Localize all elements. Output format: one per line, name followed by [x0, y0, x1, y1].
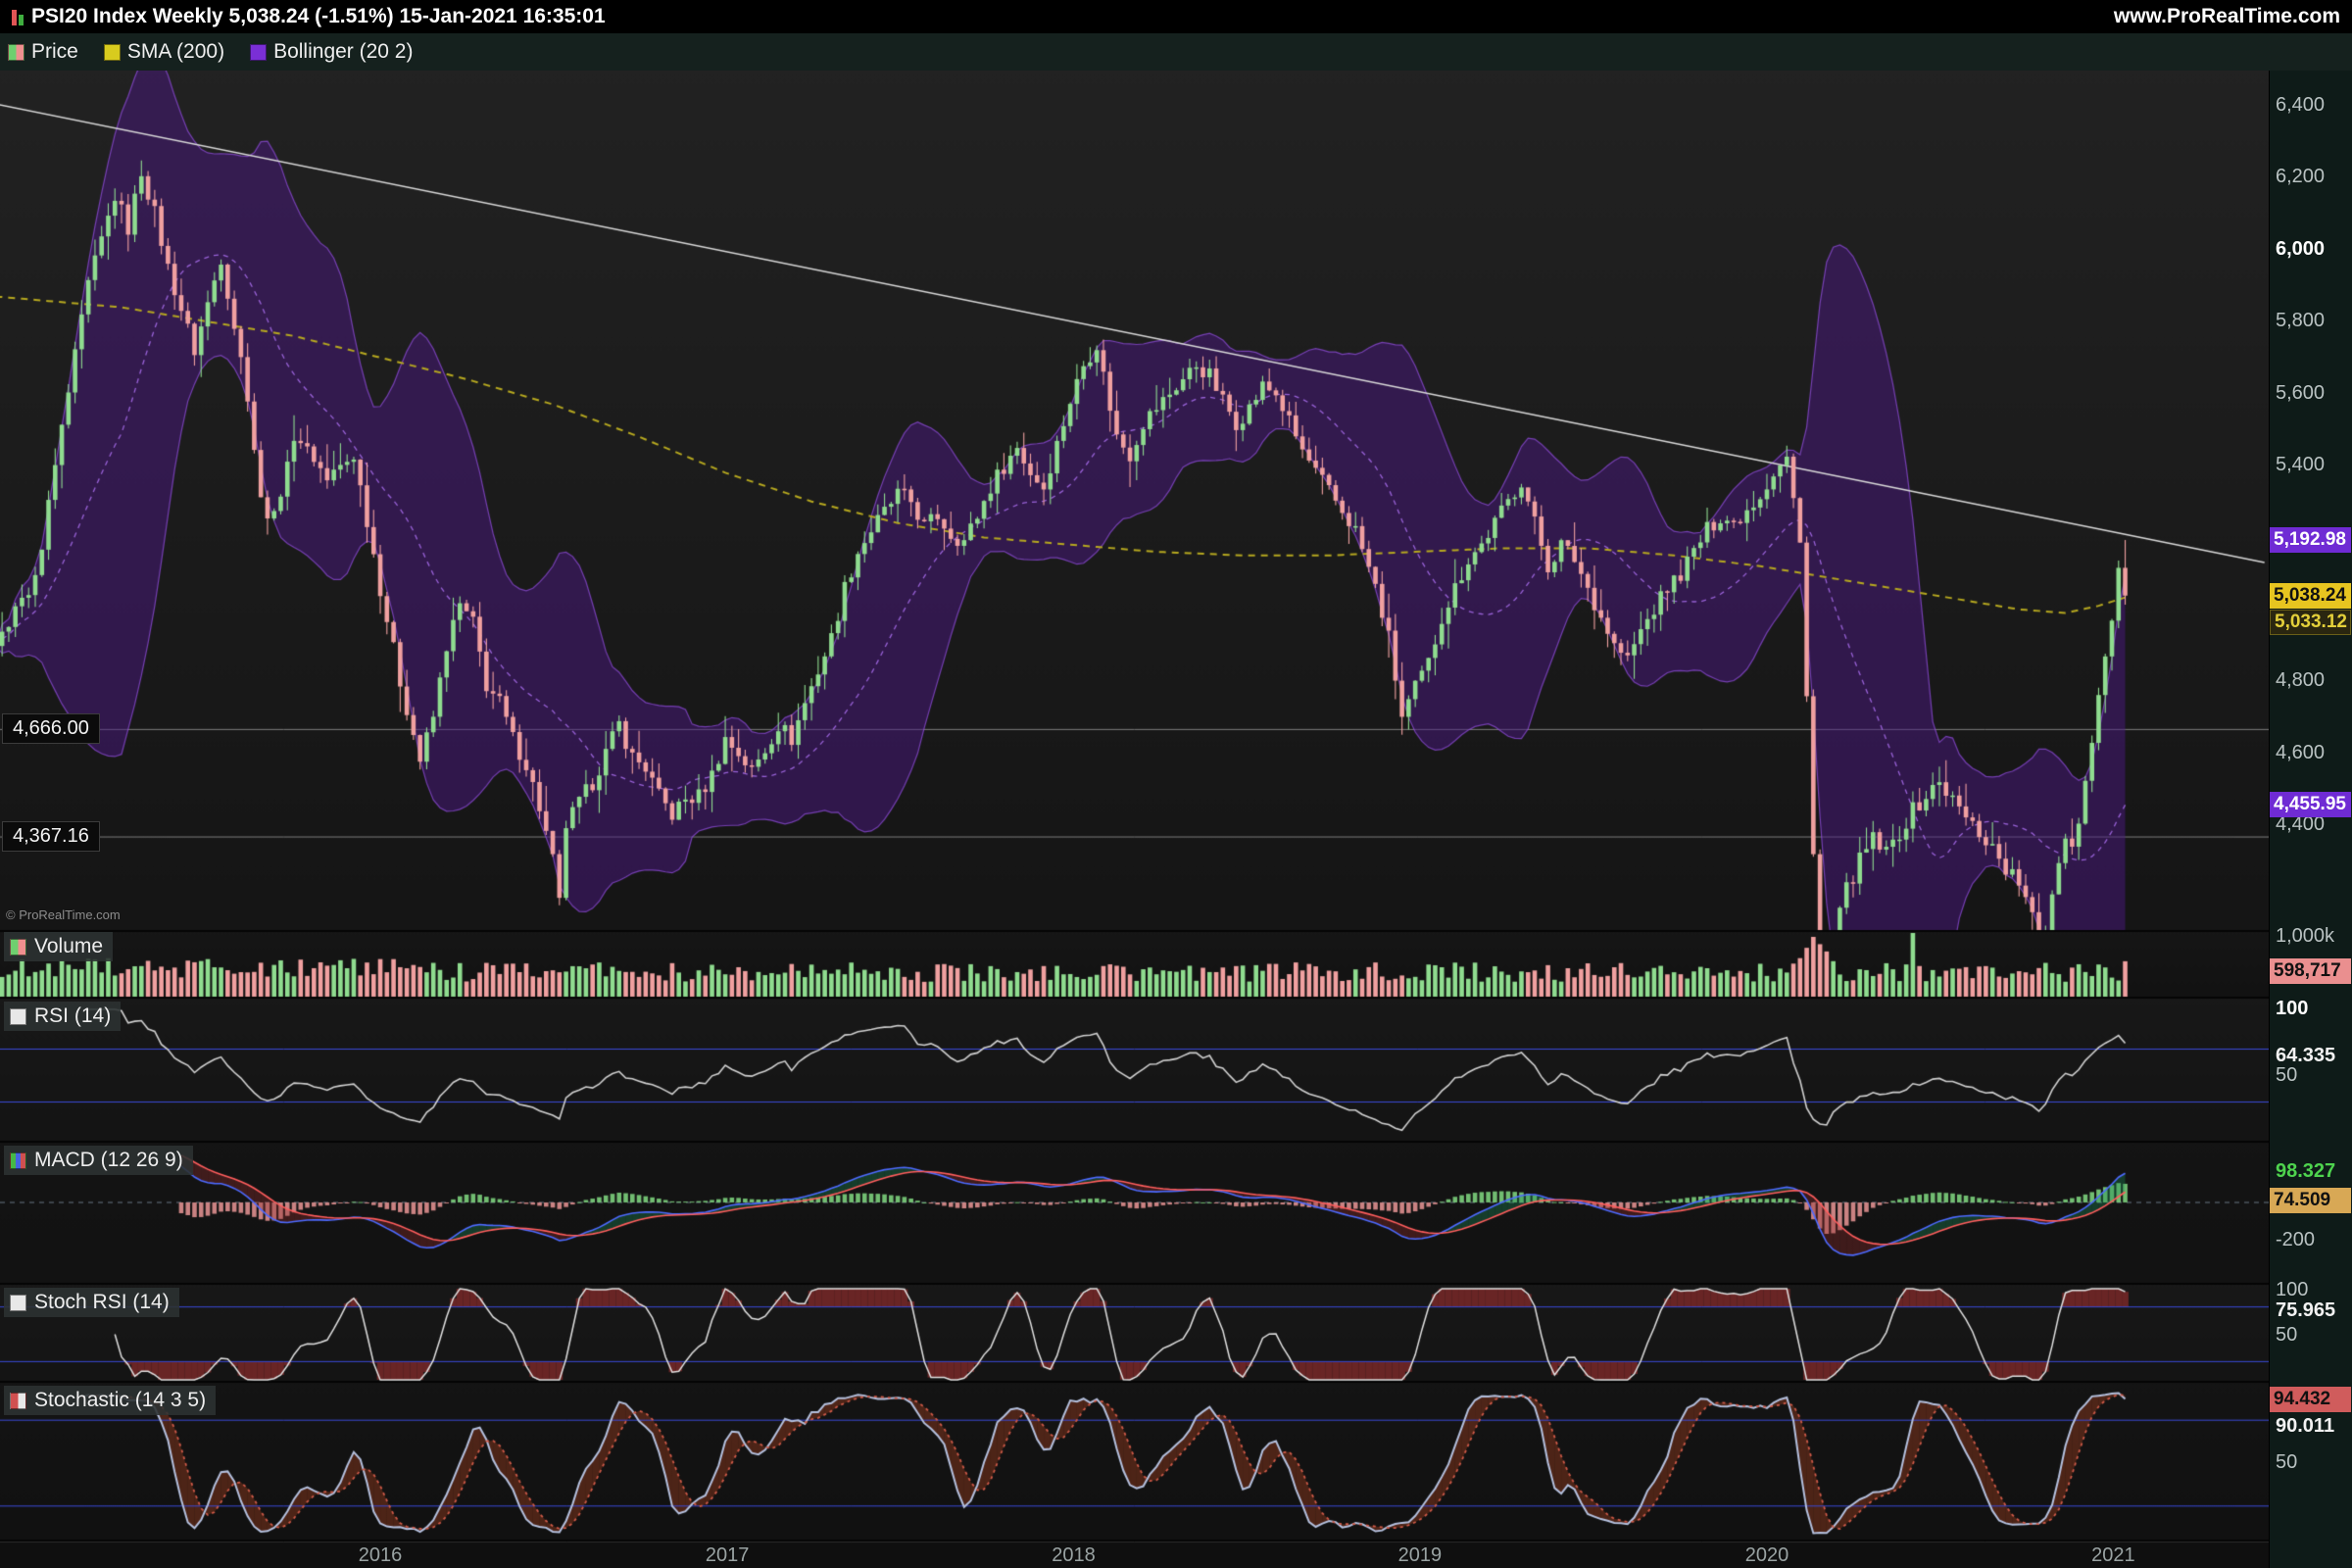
macd-legend[interactable]: MACD (12 26 9)	[4, 1146, 193, 1175]
stochastic-legend[interactable]: Stochastic (14 3 5)	[4, 1386, 216, 1415]
legend-price-label: Price	[31, 40, 78, 64]
legend-sma-label: SMA (200)	[127, 40, 224, 64]
prt-website-link[interactable]: www.ProRealTime.com	[2114, 5, 2340, 28]
volume-legend-label: Volume	[34, 935, 103, 958]
stoch-rsi-legend[interactable]: Stoch RSI (14)	[4, 1288, 179, 1317]
legend-bollinger-label: Bollinger (20 2)	[273, 40, 413, 64]
instrument-icon	[12, 8, 24, 25]
price-swatch-icon	[8, 44, 24, 61]
chart-title-group: PSI20 Index Weekly 5,038.24 (-1.51%) 15-…	[12, 5, 606, 28]
stoch-rsi-legend-label: Stoch RSI (14)	[34, 1291, 170, 1314]
bollinger-swatch-icon	[250, 44, 267, 61]
header-bar: PSI20 Index Weekly 5,038.24 (-1.51%) 15-…	[0, 0, 2352, 33]
prorealtime-chart-window: { "header": { "title": "PSI20 Index Week…	[0, 0, 2352, 1568]
legend-item-bollinger[interactable]: Bollinger (20 2)	[250, 40, 413, 64]
chart-canvas[interactable]	[0, 0, 2269, 1568]
legend-item-sma[interactable]: SMA (200)	[104, 40, 224, 64]
price-axis-column[interactable]	[2269, 33, 2352, 1568]
legend-item-price[interactable]: Price	[8, 40, 78, 64]
stochastic-icon	[10, 1393, 26, 1409]
rsi-legend-label: RSI (14)	[34, 1004, 111, 1028]
stochastic-legend-label: Stochastic (14 3 5)	[34, 1389, 206, 1412]
macd-icon	[10, 1152, 26, 1169]
chart-title: PSI20 Index Weekly 5,038.24 (-1.51%) 15-…	[31, 5, 606, 28]
rsi-icon	[10, 1008, 26, 1025]
volume-legend[interactable]: Volume	[4, 932, 113, 961]
rsi-legend[interactable]: RSI (14)	[4, 1002, 121, 1031]
price-panel-legendbar: Price SMA (200) Bollinger (20 2)	[0, 33, 2352, 71]
stoch-rsi-icon	[10, 1295, 26, 1311]
sma-swatch-icon	[104, 44, 121, 61]
macd-legend-label: MACD (12 26 9)	[34, 1149, 183, 1172]
volume-icon	[10, 939, 26, 956]
